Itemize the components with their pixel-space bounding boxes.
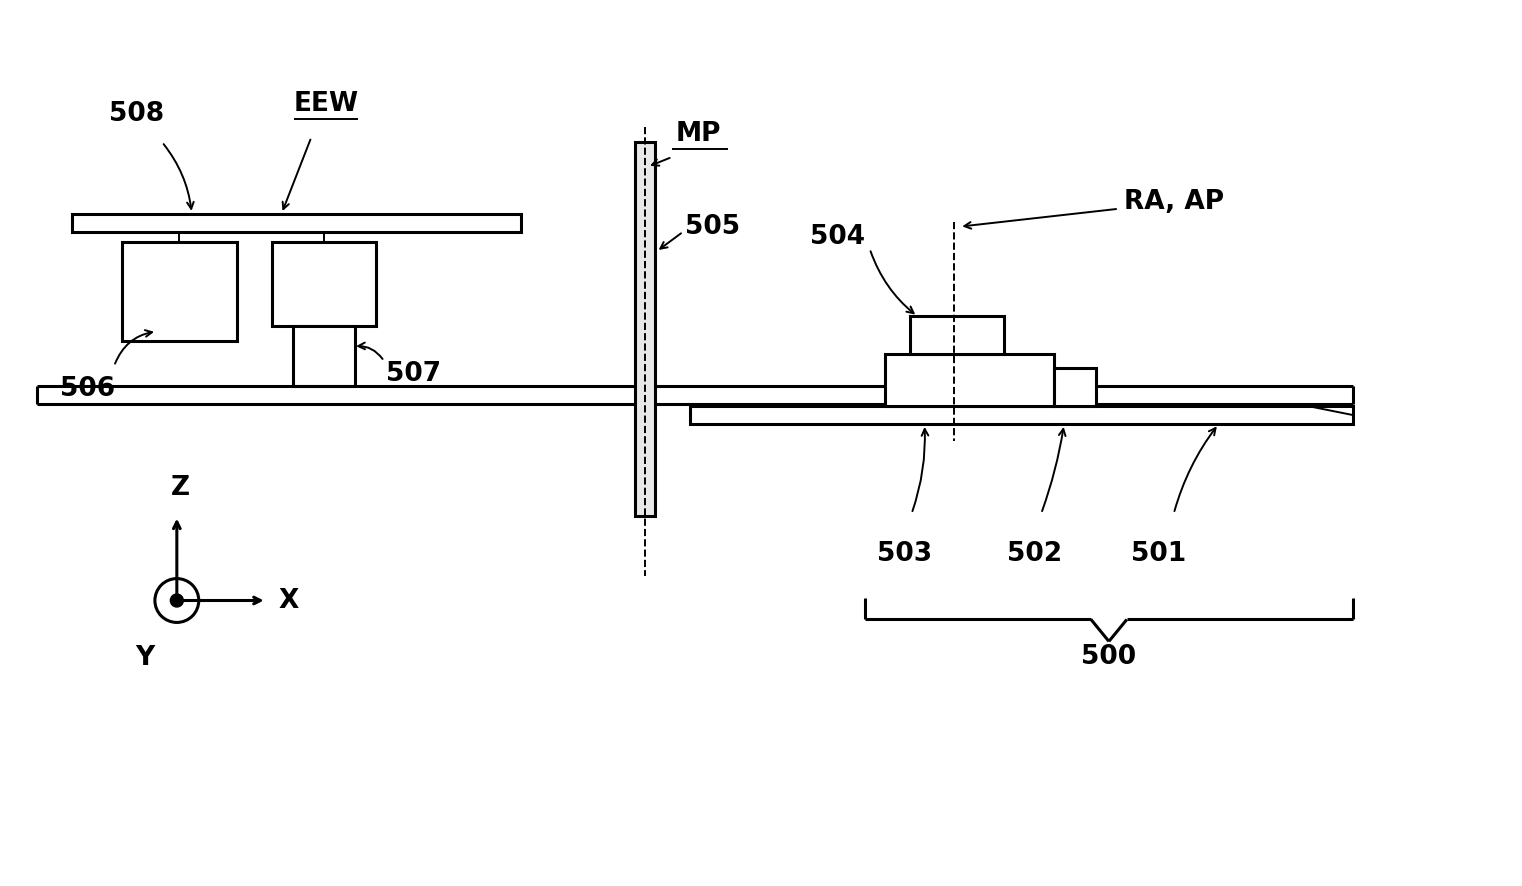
Text: Y: Y <box>135 645 155 672</box>
Text: Z: Z <box>172 475 190 501</box>
Bar <box>689 406 1353 424</box>
Text: X: X <box>279 587 298 613</box>
Bar <box>635 142 656 516</box>
Bar <box>271 242 376 326</box>
Bar <box>122 242 236 341</box>
Text: RA, AP: RA, AP <box>1123 189 1224 214</box>
Text: 505: 505 <box>685 214 740 240</box>
Text: 506: 506 <box>59 377 114 402</box>
Text: 501: 501 <box>1131 540 1186 567</box>
Text: MP: MP <box>676 120 721 147</box>
Text: 508: 508 <box>110 101 164 127</box>
Text: 502: 502 <box>1006 540 1062 567</box>
Text: EEW: EEW <box>294 91 359 117</box>
Bar <box>910 316 1005 354</box>
Text: 504: 504 <box>810 223 864 250</box>
Text: 503: 503 <box>877 540 931 567</box>
Circle shape <box>170 594 183 607</box>
Bar <box>1055 369 1096 406</box>
Bar <box>72 214 521 231</box>
Text: 507: 507 <box>387 361 441 387</box>
Text: 500: 500 <box>1081 644 1137 671</box>
Bar <box>884 354 1055 406</box>
Bar <box>294 326 355 386</box>
